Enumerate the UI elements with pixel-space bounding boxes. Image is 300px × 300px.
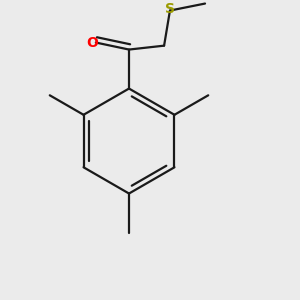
Text: S: S bbox=[165, 2, 175, 16]
Text: O: O bbox=[86, 35, 98, 50]
